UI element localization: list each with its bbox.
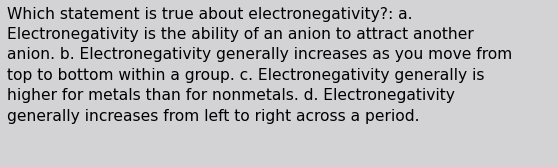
Text: Which statement is true about electronegativity?: a.
Electronegativity is the ab: Which statement is true about electroneg… [7, 7, 512, 124]
